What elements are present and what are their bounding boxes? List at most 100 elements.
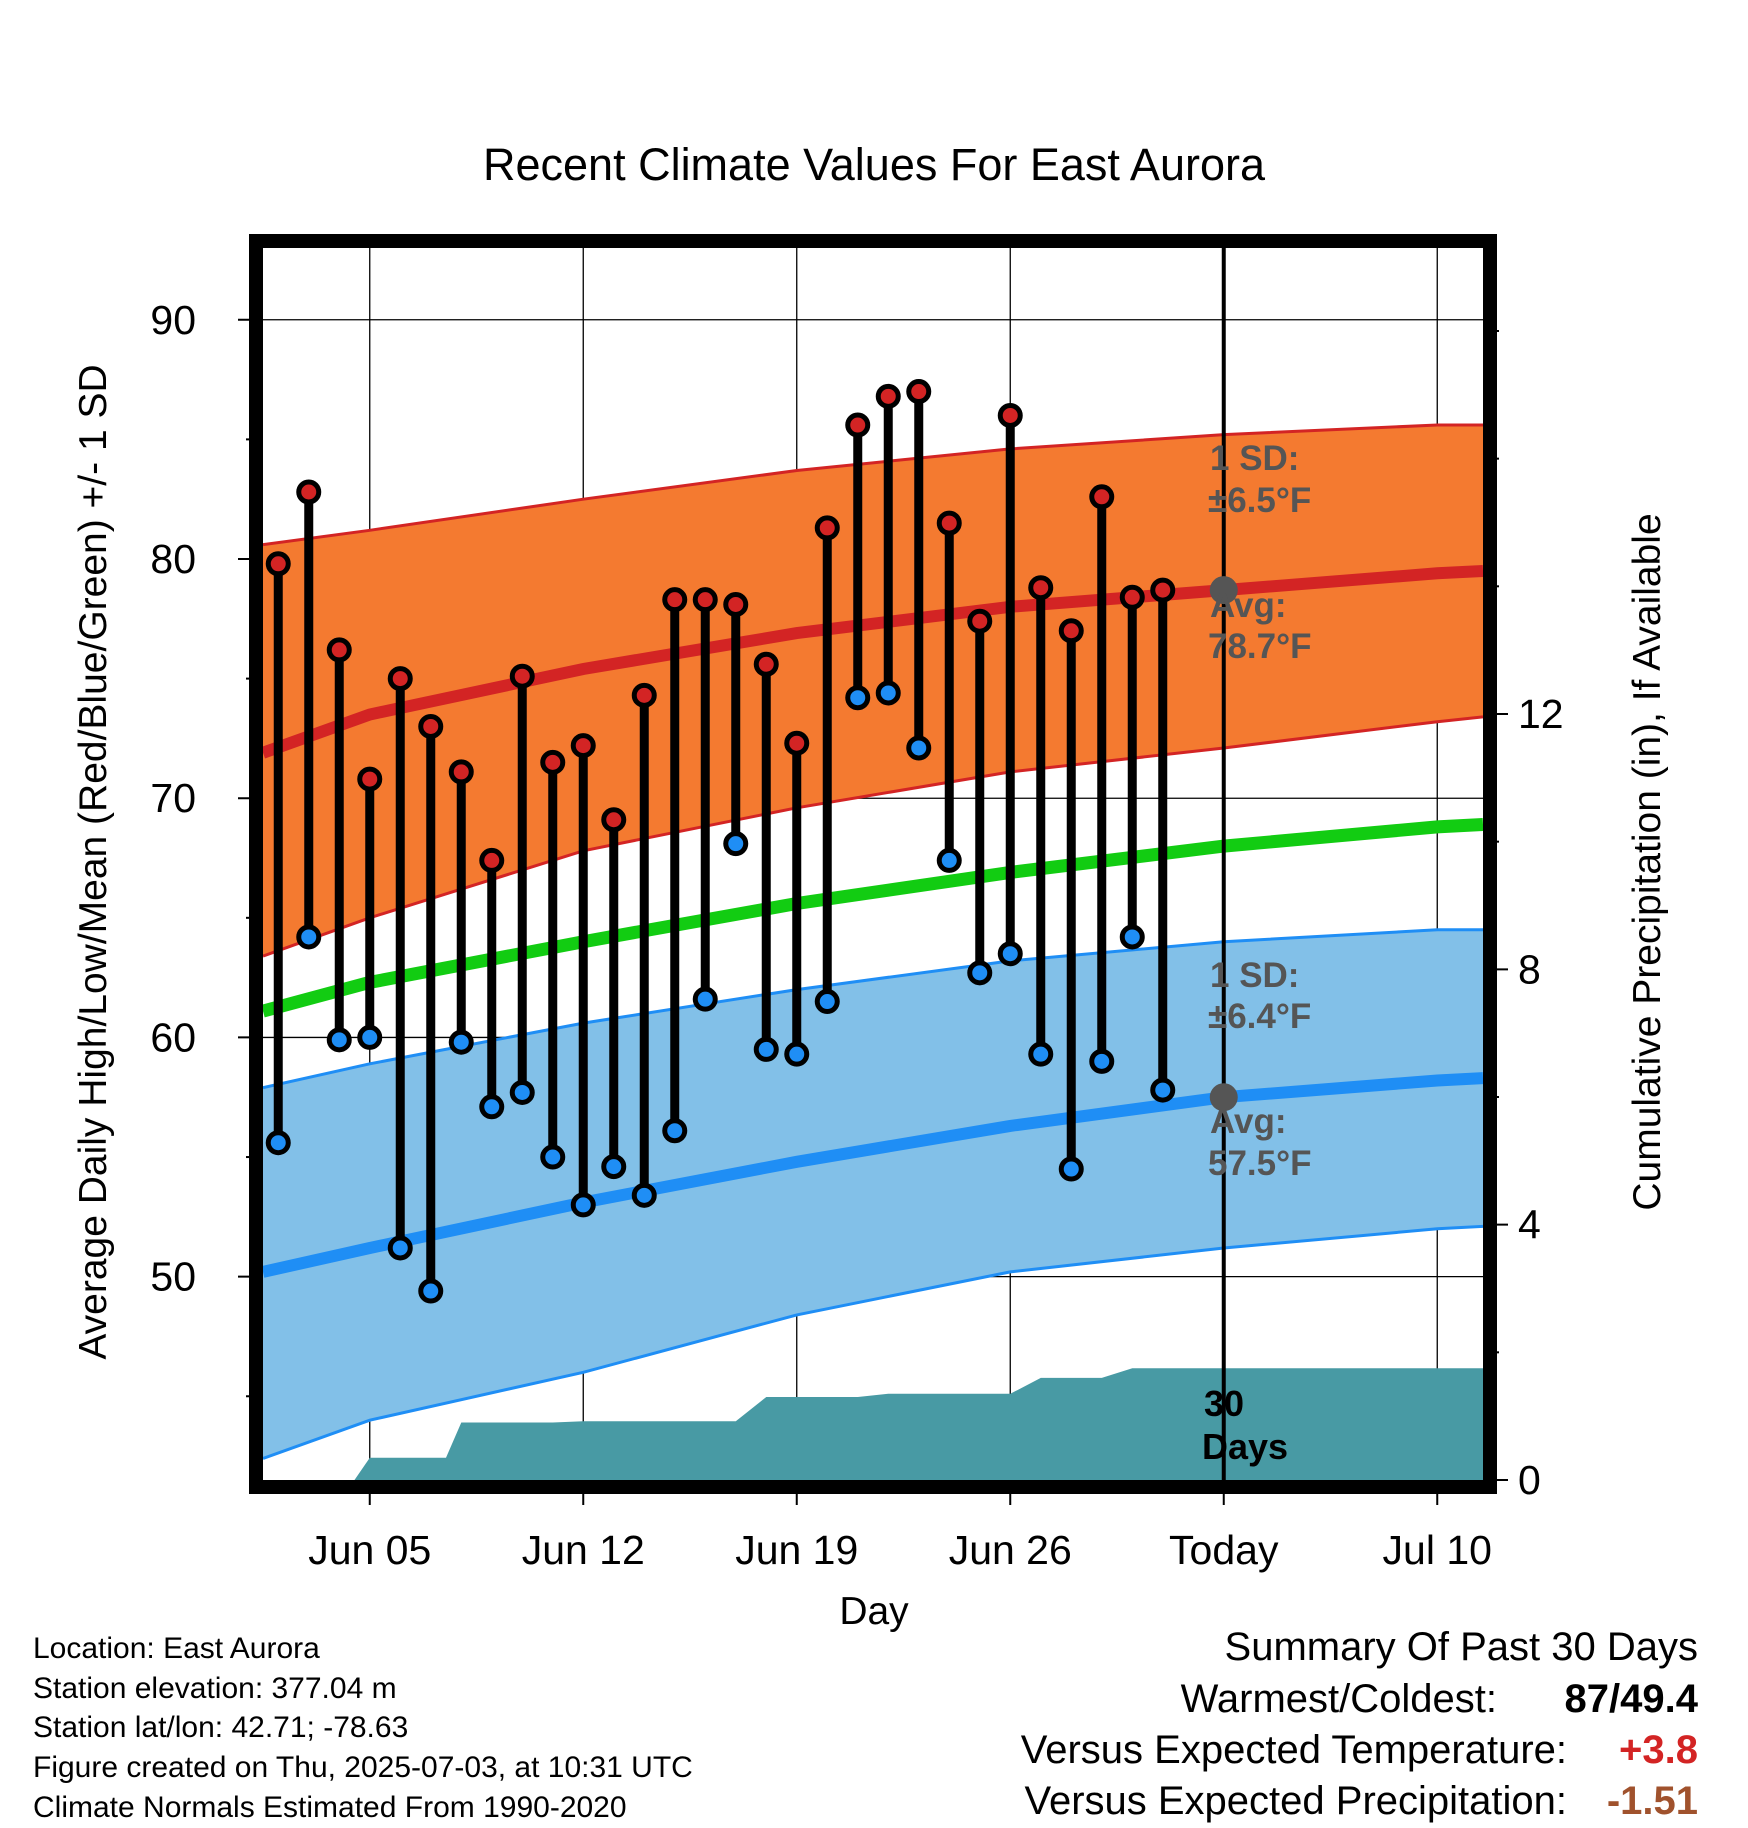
day-observation: [265, 551, 291, 1156]
day-observation: [601, 807, 627, 1180]
low-sd-band-upper-edge: [263, 928, 1483, 1090]
y-tick-label: 80: [150, 536, 196, 582]
day-observation: [662, 587, 688, 1144]
daily-high-point: [479, 847, 505, 873]
summary-panel: Summary Of Past 30 Days Warmest/Coldest:…: [1021, 1625, 1699, 1823]
day-observation: [1028, 575, 1054, 1067]
daily-high-point: [753, 651, 779, 677]
daily-low-point: [906, 735, 932, 761]
daily-low-point: [631, 1182, 657, 1208]
day-observation: [570, 733, 596, 1218]
daily-high-point: [631, 682, 657, 708]
day-observation: [753, 651, 779, 1062]
daily-low-point: [723, 831, 749, 857]
normal-high-line: [263, 565, 1483, 759]
low-avg-label: Avg:: [1210, 1102, 1286, 1141]
today-normal-high-dot: [1209, 576, 1238, 605]
day-observation: [1058, 618, 1084, 1182]
daily-high-point: [601, 807, 627, 833]
high-sd-band-upper-edge: [263, 423, 1483, 547]
y2-tick-label: 0: [1518, 1457, 1541, 1503]
station-info: Location: East Aurora Station elevation:…: [33, 1632, 693, 1824]
low-sd-value: ±6.4°F: [1208, 997, 1311, 1036]
day-observation: [540, 749, 566, 1170]
daily-low-point: [814, 989, 840, 1015]
low-sd-band: [263, 929, 1483, 1459]
precip-vs-expected-label: Versus Expected Precipitation:: [1024, 1779, 1567, 1823]
daily-low-point: [967, 960, 993, 986]
x-axis-label: Day: [839, 1590, 909, 1633]
daily-high-point: [936, 510, 962, 536]
daily-high-point: [1089, 484, 1115, 510]
warm-cold-label: Warmest/Coldest:: [1181, 1677, 1497, 1721]
created-text: Figure created on Thu, 2025-07-03, at 10…: [33, 1751, 693, 1784]
daily-high-point: [570, 733, 596, 759]
plot-area: [249, 0, 1497, 1494]
daily-low-point: [509, 1079, 535, 1105]
day-observation: [1183, 0, 1203, 10]
daily-low-point: [387, 1235, 413, 1261]
coldest-value: /49.4: [1609, 1677, 1699, 1721]
daily-low-point: [1028, 1041, 1054, 1067]
x-tick-label: Today: [1169, 1527, 1279, 1573]
precip-days-number: 30: [1204, 1383, 1244, 1424]
y-tick-label: 50: [150, 1254, 196, 1300]
daily-high-point: [1119, 584, 1145, 610]
daily-high-point: [540, 749, 566, 775]
y-tick-label: 90: [150, 297, 196, 343]
high-annotation: 1 SD: ±6.5°F Avg: 78.7°F: [1208, 439, 1312, 666]
precip-days-label: 30 Days: [1202, 1383, 1288, 1467]
plot-frame: [249, 234, 1497, 1494]
daily-high-point: [814, 515, 840, 541]
daily-high-point: [265, 551, 291, 577]
day-observation: [1150, 577, 1176, 1103]
axes: 50 60 70 80 90 0 4 8 12 Jun 05 Jun 12 Jun 19 Jun 26 T…: [72, 297, 1669, 1633]
daily-low-point: [540, 1144, 566, 1170]
today-normal-low-dot: [1209, 1083, 1238, 1112]
daily-low-point: [875, 680, 901, 706]
high-sd-label: 1 SD:: [1210, 439, 1299, 478]
y-axis-label: Average Daily High/Low/Mean (Red/Blue/Gr…: [72, 364, 115, 1359]
temp-vs-expected-label: Versus Expected Temperature:: [1021, 1728, 1567, 1772]
x-tick-label: Jun 19: [735, 1527, 858, 1573]
daily-low-point: [265, 1130, 291, 1156]
day-observation: [387, 666, 413, 1261]
high-sd-value: ±6.5°F: [1208, 481, 1311, 520]
precipitation-area: [278, 1368, 1483, 1480]
summary-heading: Summary Of Past 30 Days: [1225, 1625, 1698, 1669]
daily-low-point: [1089, 1048, 1115, 1074]
daily-high-point: [723, 591, 749, 617]
day-observation: [509, 663, 535, 1105]
daily-high-point: [967, 608, 993, 634]
daily-low-point: [784, 1041, 810, 1067]
latlon-text: Station lat/lon: 42.71; -78.63: [33, 1711, 408, 1744]
daily-low-point: [936, 847, 962, 873]
x-tick-label: Jun 12: [522, 1527, 645, 1573]
daily-low-point: [845, 685, 871, 711]
y2-axis-label: Cumulative Precipitation (in), If Availa…: [1626, 513, 1669, 1210]
daily-low-point: [601, 1154, 627, 1180]
today-marker: [1209, 248, 1238, 1480]
daily-low-point: [662, 1118, 688, 1144]
daily-high-point: [418, 713, 444, 739]
warmest-value: 87: [1565, 1677, 1610, 1721]
day-observation: [936, 510, 962, 873]
low-avg-value: 57.5°F: [1208, 1144, 1312, 1183]
temp-vs-expected-value: +3.8: [1619, 1728, 1698, 1772]
precip-vs-expected-value: -1.51: [1607, 1779, 1698, 1823]
daily-high-point: [845, 412, 871, 438]
day-observation: [418, 713, 444, 1304]
daily-high-point: [784, 730, 810, 756]
daily-high-point: [296, 479, 322, 505]
day-observation: [875, 383, 901, 706]
low-sd-label: 1 SD:: [1210, 956, 1299, 995]
daily-high-point: [875, 383, 901, 409]
normal-mean-line: [263, 818, 1483, 1018]
day-observation: [631, 682, 657, 1208]
daily-high-point: [692, 587, 718, 613]
daily-high-point: [357, 766, 383, 792]
location-text: Location: East Aurora: [33, 1632, 320, 1665]
daily-high-point: [387, 666, 413, 692]
daily-low-point: [296, 924, 322, 950]
